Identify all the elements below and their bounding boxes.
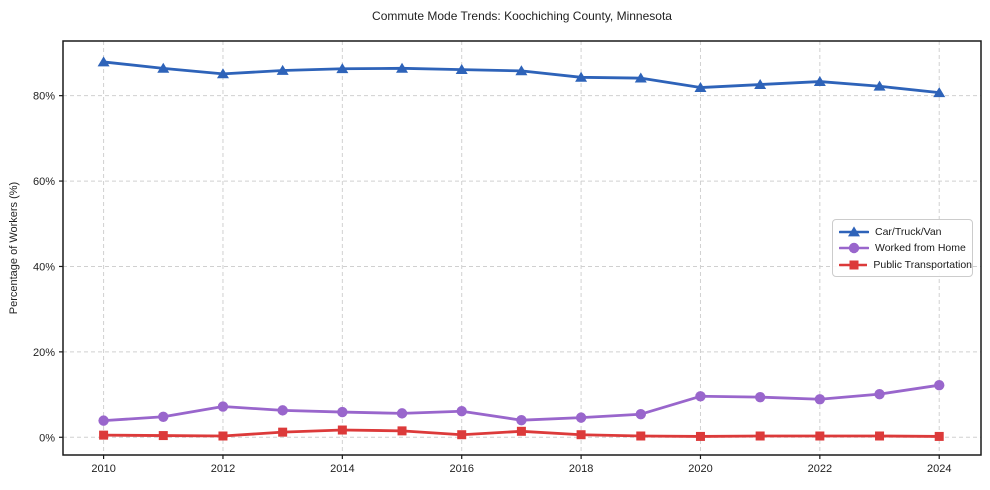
square-marker: [695, 431, 705, 441]
triangle-marker: [455, 64, 468, 75]
square-marker: [278, 427, 288, 437]
y-axis: 0% 20% 40% 60% 80%: [33, 91, 63, 444]
triangle-marker: [336, 63, 349, 74]
square-marker: [576, 430, 586, 440]
triangle-marker: [694, 81, 707, 92]
y-tick-label: 60%: [33, 176, 55, 188]
triangle-marker: [157, 62, 170, 73]
circle-marker: [516, 414, 527, 426]
series-worked-from-home: [98, 379, 945, 426]
triangle-marker: [575, 71, 588, 82]
circle-marker: [848, 242, 860, 254]
legend: Car/Truck/Van Worked from Home Public Tran…: [832, 219, 973, 277]
x-tick-label: 2024: [927, 463, 951, 475]
x-axis: 2010 2012 2014 2016 2018 2020 2022 2024: [91, 455, 951, 475]
circle-marker: [396, 408, 408, 419]
x-tick-label: 2010: [91, 463, 115, 475]
circle-marker: [277, 405, 288, 416]
square-marker: [755, 431, 765, 441]
legend-entry: Worked from Home: [833, 240, 972, 256]
square-marker: [337, 425, 347, 435]
triangle-marker: [216, 68, 229, 79]
triangle-marker: [515, 65, 528, 76]
x-tick-label: 2014: [330, 463, 354, 475]
y-tick-label: 20%: [33, 347, 55, 359]
square-marker: [636, 431, 646, 441]
triangle-marker: [813, 75, 826, 86]
square-marker: [99, 430, 109, 440]
legend-label: Public Transportation: [873, 258, 972, 271]
circle-marker: [874, 388, 885, 400]
series-car-truck-van: [97, 56, 946, 98]
triangle-marker: [276, 64, 289, 75]
square-marker: [158, 431, 168, 441]
y-tick-label: 80%: [33, 91, 55, 103]
triangle-legend-marker-icon: [839, 225, 869, 236]
square-marker: [849, 260, 859, 269]
circle-marker: [635, 409, 646, 420]
square-marker: [875, 431, 885, 441]
legend-label: Car/Truck/Van: [875, 225, 942, 238]
triangle-marker: [634, 72, 647, 83]
y-axis-label: Percentage of Workers (%): [8, 181, 20, 315]
chart-title: Commute Mode Trends: Koochiching County,…: [372, 9, 672, 23]
circle-marker: [814, 394, 826, 405]
circle-marker: [456, 406, 467, 417]
circle-marker: [337, 406, 348, 418]
x-tick-label: 2018: [569, 463, 593, 475]
square-legend-marker-icon: [839, 260, 868, 269]
square-marker: [516, 426, 526, 436]
triangle-marker: [848, 225, 860, 236]
triangle-marker: [97, 56, 110, 67]
y-tick-label: 40%: [33, 261, 55, 273]
plot-border: [62, 40, 982, 456]
legend-entry: Public Transportation: [833, 257, 972, 273]
x-tick-label: 2016: [449, 463, 473, 475]
circle-marker: [934, 379, 945, 391]
triangle-marker: [933, 87, 946, 98]
square-marker: [815, 431, 825, 441]
legend-label: Worked from Home: [875, 242, 966, 254]
x-tick-label: 2012: [211, 463, 235, 475]
triangle-marker: [754, 78, 767, 89]
circle-marker: [754, 391, 766, 403]
series-public-transportation: [99, 425, 944, 441]
triangle-marker: [873, 80, 886, 91]
square-marker: [457, 430, 467, 440]
circle-marker: [575, 412, 587, 423]
y-tick-label: 0%: [39, 432, 55, 444]
circle-marker: [217, 401, 229, 412]
x-tick-label: 2022: [808, 463, 832, 475]
circle-marker: [695, 391, 706, 402]
circle-marker: [158, 411, 169, 422]
circle-marker: [98, 415, 109, 426]
square-marker: [218, 431, 228, 441]
legend-entry: Car/Truck/Van: [833, 224, 972, 240]
square-marker: [934, 431, 944, 441]
circle-legend-marker-icon: [839, 242, 869, 254]
square-marker: [397, 426, 407, 436]
x-tick-label: 2020: [688, 463, 712, 475]
triangle-marker: [396, 62, 409, 73]
